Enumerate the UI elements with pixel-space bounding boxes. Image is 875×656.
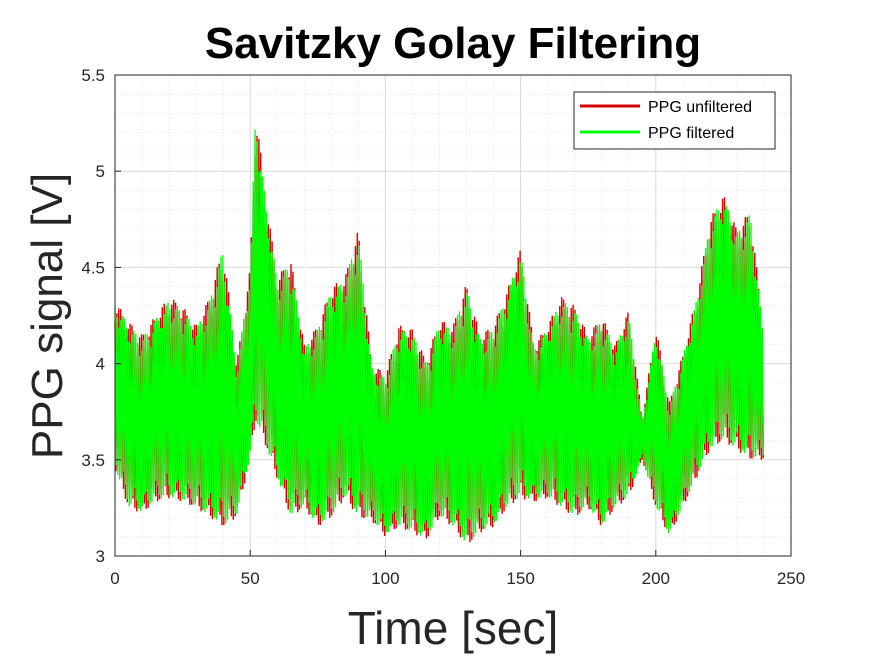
legend-label-unfiltered: PPG unfiltered [648, 99, 752, 116]
y-tick-label: 4.5 [81, 258, 105, 277]
y-tick-label: 5.5 [81, 66, 105, 85]
x-tick-label: 50 [241, 569, 260, 588]
axis-ticks: 0 50 100 150 200 250 3 3.5 4 4.5 5 5.5 [81, 66, 805, 588]
chart-title: Savitzky Golay Filtering [205, 19, 701, 68]
series-line-filtered [114, 129, 764, 541]
y-axis-label: PPG signal [V] [23, 173, 72, 459]
y-tick-label: 5 [96, 162, 105, 181]
y-tick-label: 3.5 [81, 451, 105, 470]
x-tick-label: 0 [110, 569, 119, 588]
x-tick-label: 150 [506, 569, 534, 588]
y-tick-label: 3 [96, 547, 105, 566]
plot-area-border [114, 74, 792, 557]
legend-label-filtered: PPG filtered [648, 125, 734, 142]
x-tick-label: 200 [642, 569, 670, 588]
legend: PPG unfiltered PPG filtered [573, 91, 776, 150]
series-layer [114, 129, 764, 543]
x-tick-label: 100 [371, 569, 399, 588]
legend-box [573, 91, 776, 150]
y-tick-label: 4 [96, 355, 105, 374]
x-tick-label: 250 [777, 569, 805, 588]
x-axis-label: Time [sec] [348, 602, 558, 654]
